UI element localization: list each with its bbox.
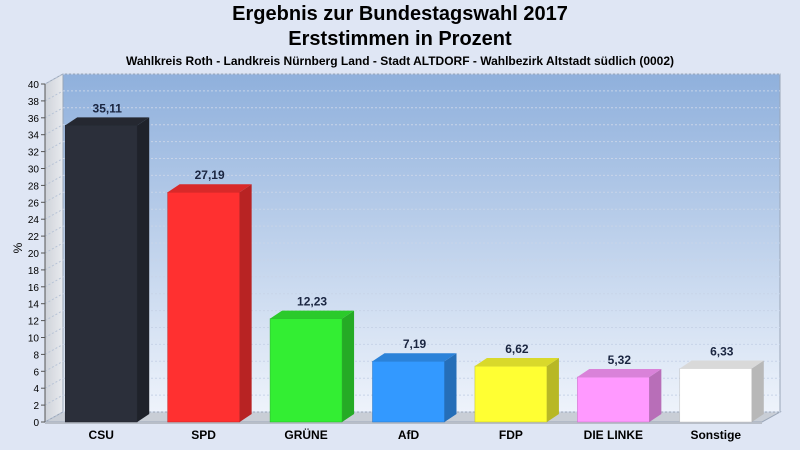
bar-front <box>679 368 753 423</box>
x-tick-label: SPD <box>191 428 216 442</box>
grid-line-side <box>44 293 64 305</box>
y-tick-label: 2 <box>33 401 39 412</box>
bar-top <box>679 360 764 369</box>
bar-side <box>546 358 559 422</box>
y-tick-label: 32 <box>28 148 40 159</box>
bar-afd <box>372 353 457 423</box>
grid-line-side <box>44 225 64 237</box>
grid-line-side <box>44 191 64 203</box>
bar-value-label: 27,19 <box>195 168 225 182</box>
y-tick-label: 18 <box>28 266 40 277</box>
grid-line-side <box>44 242 64 254</box>
grid-line-side <box>44 141 64 153</box>
grid-line-side <box>44 158 64 169</box>
bar-side <box>239 184 252 422</box>
grid-line-side <box>44 90 64 102</box>
y-tick-label: 0 <box>33 418 39 429</box>
chart-subtitle: Wahlkreis Roth - Landkreis Nürnberg Land… <box>125 54 675 68</box>
plot-floor-edge <box>45 422 762 424</box>
chart-title-line2: Erststimmen in Prozent <box>288 28 512 50</box>
y-axis-label: % <box>11 242 25 253</box>
y-tick-label: 20 <box>28 249 40 260</box>
bar-sonstige <box>679 360 764 423</box>
x-tick-label: AfD <box>398 428 420 442</box>
bar-grüne <box>269 310 355 423</box>
grid-line-side <box>44 411 64 423</box>
y-tick-label: 8 <box>33 350 39 361</box>
y-tick-label: 30 <box>28 165 40 176</box>
bar-spd <box>167 184 252 423</box>
bar-front <box>372 360 445 423</box>
bar-top <box>474 358 559 367</box>
y-tick-label: 4 <box>33 384 39 395</box>
bar-side <box>444 353 457 422</box>
y-tick-label: 36 <box>28 114 40 125</box>
bar-top <box>167 184 252 193</box>
bar-front <box>64 125 138 423</box>
grid-line-side <box>44 174 64 186</box>
grid-line-side <box>44 73 64 85</box>
bar-side <box>649 369 662 422</box>
bar-top <box>577 369 662 378</box>
grid-line-side <box>44 276 64 288</box>
bar-front <box>269 318 343 423</box>
bar-value-label: 6,62 <box>505 342 529 356</box>
y-tick-label: 14 <box>28 300 40 311</box>
x-tick-label: CSU <box>89 428 114 442</box>
bar-front <box>167 191 240 423</box>
x-tick-label: Sonstige <box>690 428 741 442</box>
y-tick-label: 10 <box>28 334 40 345</box>
grid-line-side <box>44 394 64 406</box>
x-tick-label: FDP <box>499 428 523 442</box>
bars <box>64 117 764 423</box>
grid-line-side <box>44 208 64 220</box>
bar-die-linke <box>577 369 662 423</box>
x-tick-label: GRÜNE <box>284 427 327 442</box>
bar-fdp <box>474 358 559 423</box>
y-tick-label: 38 <box>28 97 40 108</box>
bar-side <box>342 310 355 422</box>
labels: 35,11 CSU 27,19 SPD 12,23 GRÜNE 7,19 AfD 6,62 FDP… <box>89 101 742 442</box>
bar-side <box>137 117 150 423</box>
bar-top <box>372 353 457 362</box>
bar-value-label: 35,11 <box>93 101 123 115</box>
grid-line-side <box>44 310 64 322</box>
bar-side <box>751 360 764 422</box>
grid-line-side <box>44 327 64 338</box>
y-tick-label: 6 <box>33 367 39 378</box>
grid-lines <box>44 73 780 423</box>
grid-line-side <box>44 377 64 389</box>
y-tick-label: 28 <box>28 181 40 192</box>
x-tick-label: DIE LINKE <box>584 428 643 442</box>
bar-top <box>270 310 355 319</box>
bar-value-label: 6,33 <box>710 345 734 359</box>
bar-value-label: 12,23 <box>297 295 327 309</box>
bar-value-label: 7,19 <box>403 337 427 351</box>
grid-line-side <box>44 124 64 136</box>
bar-front <box>474 365 548 423</box>
bar-top <box>65 117 150 126</box>
y-tick-label: 40 <box>28 80 40 91</box>
y-tick-label: 26 <box>28 198 40 209</box>
y-tick-label: 24 <box>28 215 40 226</box>
grid-line-side <box>44 259 64 271</box>
grid-line-side <box>44 107 64 119</box>
y-tick-label: 12 <box>28 317 40 328</box>
chart-title: Ergebnis zur Bundestagswahl 2017 <box>232 3 568 25</box>
y-tick-label: 16 <box>28 283 40 294</box>
bar-csu <box>64 117 150 423</box>
y-tick-label: 22 <box>28 232 40 243</box>
y-tick-label: 34 <box>28 131 40 142</box>
grid-line-side <box>44 360 64 372</box>
grid-line-side <box>44 343 64 355</box>
bar-front <box>577 376 650 423</box>
bar-value-label: 5,32 <box>608 353 632 367</box>
